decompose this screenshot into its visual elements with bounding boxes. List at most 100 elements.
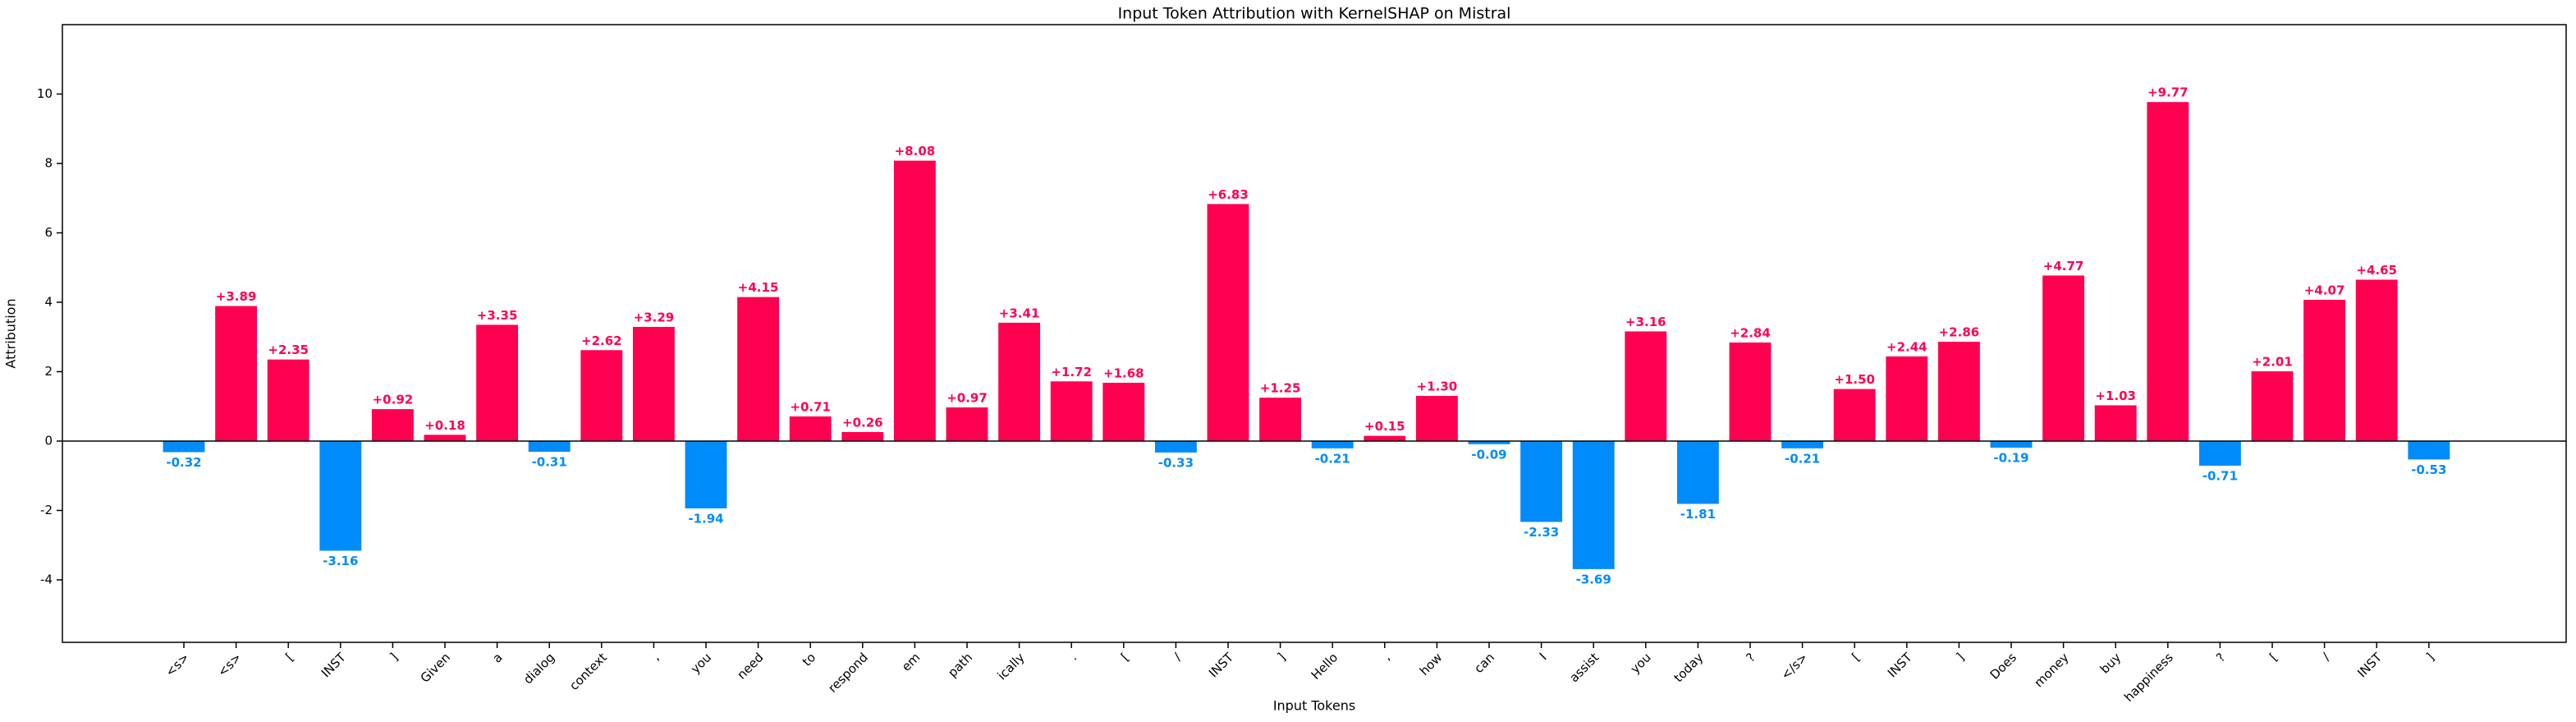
x-tick-label: dialog	[520, 650, 557, 687]
x-tick-label: respond	[825, 650, 871, 696]
x-tick-label: ,	[1380, 650, 1393, 663]
x-tick-label: ?	[2213, 650, 2228, 665]
x-tick-label: Given	[418, 650, 453, 685]
bar	[737, 297, 780, 441]
value-label: +2.35	[268, 343, 309, 357]
bar	[2094, 405, 2137, 441]
bar	[1886, 356, 1928, 441]
bar	[2355, 279, 2398, 441]
x-tick-label: ]	[387, 650, 401, 664]
x-tick-label: [	[2267, 650, 2280, 664]
x-tick-label: <s>	[215, 650, 245, 679]
x-tick-label: [	[1849, 650, 1863, 664]
value-label: +1.03	[2095, 389, 2136, 403]
bar	[1520, 440, 1563, 522]
x-tick-label: you	[1628, 650, 1654, 676]
bar	[685, 440, 727, 508]
x-tick-label: Hello	[1309, 650, 1341, 683]
value-label: +2.86	[1939, 325, 1980, 340]
x-tick-label: happiness	[2121, 650, 2176, 705]
value-label: -0.71	[2202, 468, 2238, 483]
value-label: -0.21	[1315, 451, 1350, 466]
bar	[1259, 398, 1302, 441]
value-label: -1.81	[1680, 507, 1716, 522]
x-tick-label: em	[899, 650, 924, 674]
value-label: +1.50	[1834, 372, 1875, 387]
value-label: +1.72	[1051, 365, 1092, 379]
value-label: +2.44	[1886, 339, 1927, 354]
value-label: -1.94	[688, 511, 723, 526]
bar	[1729, 342, 1772, 441]
x-tick-label: today	[1671, 650, 1707, 685]
value-label: -0.32	[166, 455, 201, 470]
x-tick-label: path	[945, 650, 975, 680]
value-label: +3.16	[1625, 315, 1666, 329]
x-tick-label: ?	[1744, 650, 1758, 665]
value-label: +0.18	[424, 418, 465, 433]
bar	[424, 435, 466, 441]
value-label: -0.31	[532, 455, 567, 470]
bar	[841, 431, 884, 441]
x-tick-label: ,	[649, 650, 662, 663]
x-tick-label: INST	[1206, 650, 1237, 681]
x-tick-label: [	[282, 650, 296, 664]
x-tick-label: need	[734, 650, 766, 682]
value-label: -0.09	[1471, 447, 1506, 462]
bar	[893, 160, 936, 441]
bar	[1937, 342, 1980, 441]
value-label: +3.41	[999, 306, 1040, 320]
y-tick-label: 10	[37, 86, 53, 101]
x-tick-label: ]	[1275, 650, 1289, 664]
bar	[632, 326, 675, 441]
bar	[580, 350, 623, 441]
bar	[789, 416, 832, 441]
bar	[1207, 204, 1249, 441]
y-tick-label: -2	[40, 503, 53, 517]
value-label: -0.19	[1993, 450, 2028, 465]
x-tick-label: [	[1118, 650, 1132, 664]
value-label: +2.01	[2252, 355, 2293, 370]
value-label: +3.35	[477, 308, 518, 323]
bar	[1625, 331, 1667, 441]
x-tick-label: I	[1537, 650, 1550, 663]
value-label: +0.92	[373, 393, 414, 407]
y-tick-label: -4	[40, 572, 53, 586]
x-tick-label: a	[489, 650, 505, 665]
bar	[476, 324, 519, 441]
value-label: +0.71	[790, 399, 831, 414]
x-tick-label: ]	[1954, 650, 1968, 664]
bar	[267, 359, 309, 441]
bar	[1415, 396, 1458, 441]
x-tick-label: INST	[319, 650, 350, 681]
value-label: +1.25	[1260, 381, 1301, 396]
y-tick-label: 6	[44, 225, 53, 240]
x-tick-label: context	[566, 650, 610, 693]
value-label: -0.21	[1785, 451, 1820, 466]
value-label: +3.89	[216, 289, 257, 304]
x-tick-label: /	[1171, 650, 1185, 664]
value-label: +4.77	[2043, 259, 2084, 274]
x-tick-label: <s>	[163, 650, 192, 679]
value-label: +0.26	[842, 415, 883, 430]
bar	[371, 409, 414, 441]
bar	[1572, 440, 1615, 569]
x-tick-label: buy	[2097, 650, 2125, 677]
bar	[1990, 440, 2033, 448]
value-label: +6.83	[1208, 187, 1249, 202]
value-label: -2.33	[1524, 525, 1559, 540]
value-label: -0.53	[2411, 462, 2446, 477]
bar	[2147, 102, 2189, 441]
bar	[1154, 440, 1197, 453]
x-tick-label: /	[2319, 650, 2333, 664]
x-tick-label: ]	[2423, 650, 2437, 664]
value-label: +2.62	[581, 333, 622, 348]
value-label: +3.29	[634, 310, 675, 324]
bar	[163, 440, 205, 453]
x-tick-label: ically	[994, 650, 1027, 683]
value-label: +1.68	[1103, 366, 1144, 380]
bar	[2042, 275, 2085, 441]
value-label: -3.69	[1576, 572, 1611, 586]
value-label: +9.77	[2147, 85, 2189, 100]
bar	[1676, 440, 1719, 504]
